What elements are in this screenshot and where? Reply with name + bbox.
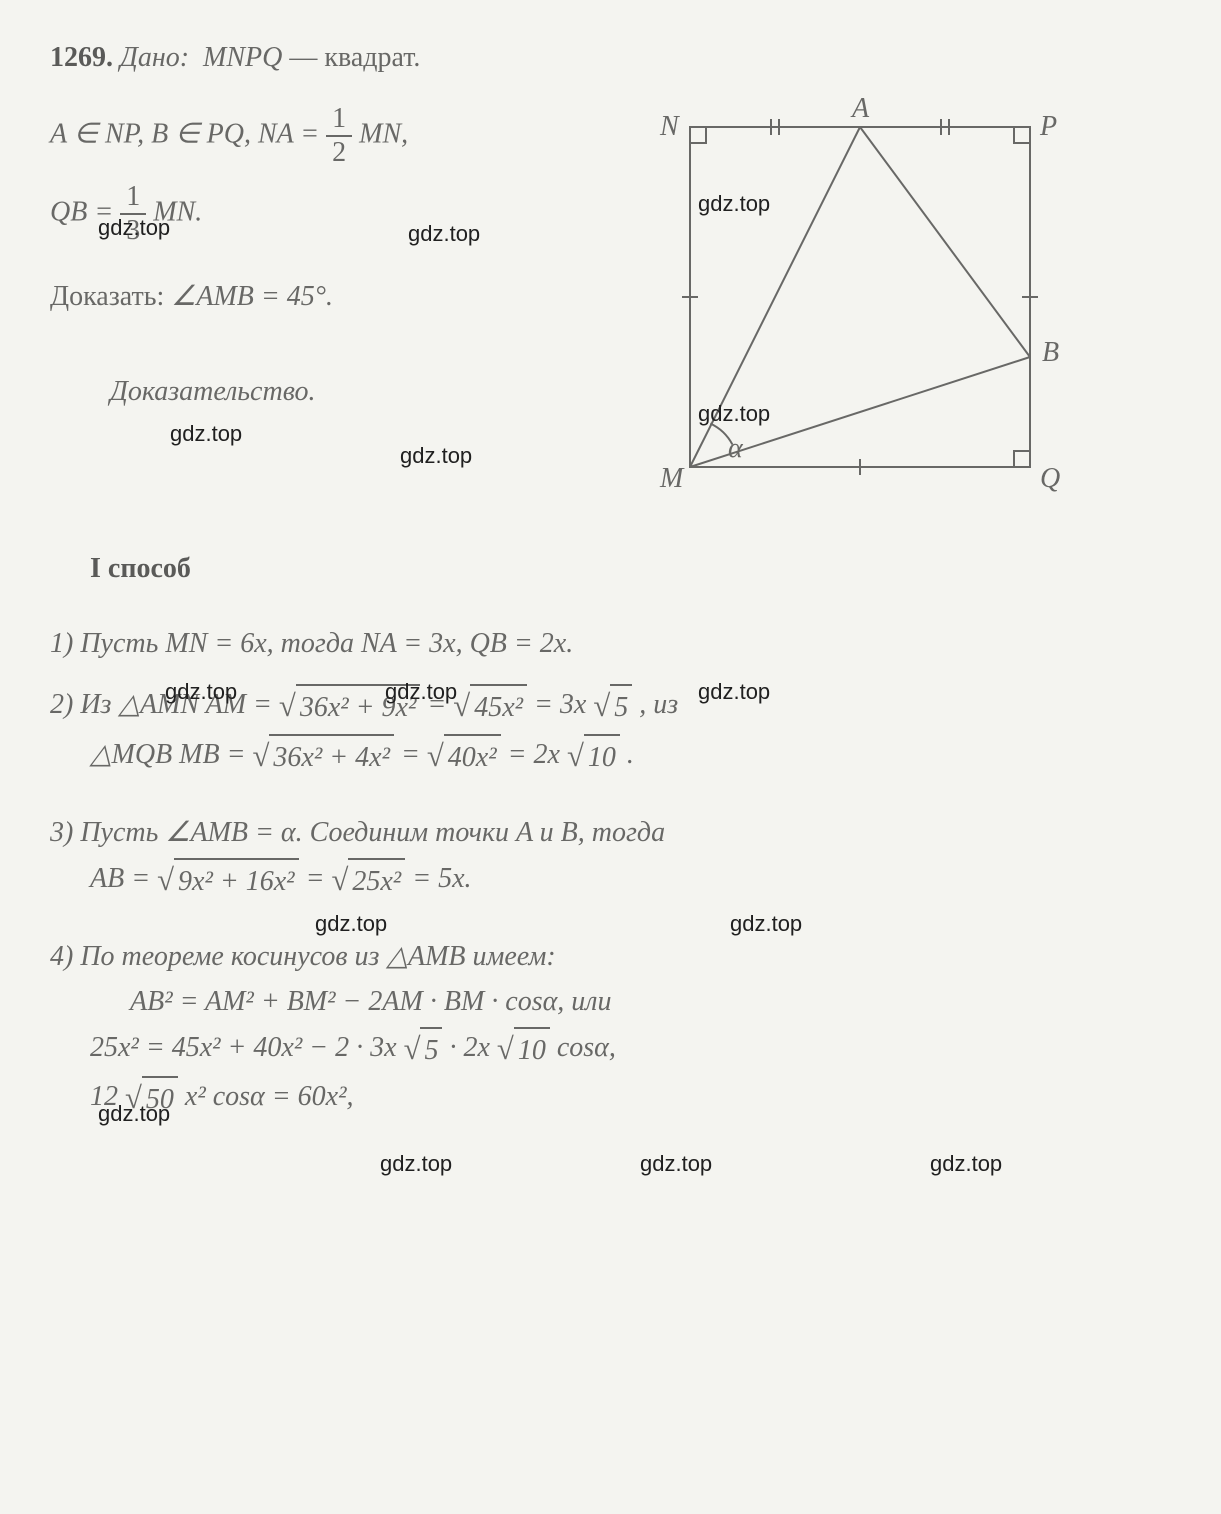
prove-expr: ∠AMB = 45°. — [171, 281, 333, 312]
sqrt-icon: √5 — [593, 682, 632, 731]
svg-text:P: P — [1039, 111, 1057, 142]
method-label: I способ — [50, 547, 1181, 592]
watermark-text: gdz.top — [408, 216, 480, 251]
watermark-text: gdz.top — [640, 1146, 712, 1181]
step4-a: 4) По теореме косинусов из △AMB имеем: — [50, 941, 556, 972]
step4-b: AB² = AM² + BM² − 2AM · BM · cosα, или — [50, 980, 612, 1025]
frac-1-2: 12 — [326, 105, 352, 167]
watermark-text: gdz.top — [385, 674, 457, 709]
shape-name: MNPQ — [203, 42, 282, 73]
given-label: Дано: — [120, 42, 189, 73]
watermark-text: gdz.top — [315, 906, 387, 941]
step4-c: 25x² = 45x² + 40x² − 2 · 3x — [50, 1026, 397, 1071]
sqrt-icon: √45x² — [453, 682, 527, 731]
watermark-text: gdz.top — [400, 438, 472, 473]
watermark-text: gdz.top — [930, 1146, 1002, 1181]
svg-text:α: α — [728, 433, 744, 464]
watermark-text: gdz.top — [698, 674, 770, 709]
sqrt-icon: √10 — [497, 1025, 550, 1074]
watermark-text: gdz.top — [380, 1146, 452, 1181]
svg-text:A: A — [850, 97, 870, 124]
watermark-text: gdz.top — [698, 396, 770, 431]
line2b: MN, — [359, 118, 408, 149]
watermark-text: gdz.top — [698, 186, 770, 221]
line2a: A ∈ NP, B ∈ PQ, NA = — [50, 118, 326, 149]
given-rest: — квадрат. — [282, 42, 420, 73]
step2-line2: △MQB MB = — [50, 733, 246, 778]
svg-text:N: N — [659, 111, 680, 142]
geometry-diagram: N P M Q A Bα — [620, 97, 1181, 517]
step3-b: AB = — [50, 857, 150, 902]
problem-number: 1269. — [50, 42, 113, 73]
watermark-text: gdz.top — [98, 210, 170, 245]
step-1: 1) Пусть MN = 6x, тогда NA = 3x, QB = 2x… — [50, 622, 1181, 667]
proof-label: Доказательство. — [50, 370, 610, 415]
prove-label: Доказать: — [50, 281, 164, 312]
watermark-text: gdz.top — [730, 906, 802, 941]
watermark-text: gdz.top — [165, 674, 237, 709]
svg-text:Q: Q — [1040, 463, 1060, 494]
sqrt-icon: √9x² + 16x² — [157, 856, 298, 905]
sqrt-icon: √25x² — [331, 856, 405, 905]
step3-a: 3) Пусть ∠AMB = α. Соединим точки A и B,… — [50, 817, 665, 848]
svg-text:M: M — [659, 463, 685, 494]
sqrt-icon: √40x² — [427, 732, 501, 781]
svg-text:B: B — [1042, 337, 1059, 368]
watermark-text: gdz.top — [98, 1096, 170, 1131]
sqrt-icon: √5 — [404, 1025, 443, 1074]
sqrt-icon: √10 — [567, 732, 620, 781]
watermark-text: gdz.top — [170, 416, 242, 451]
sqrt-icon: √36x² + 4x² — [253, 732, 394, 781]
